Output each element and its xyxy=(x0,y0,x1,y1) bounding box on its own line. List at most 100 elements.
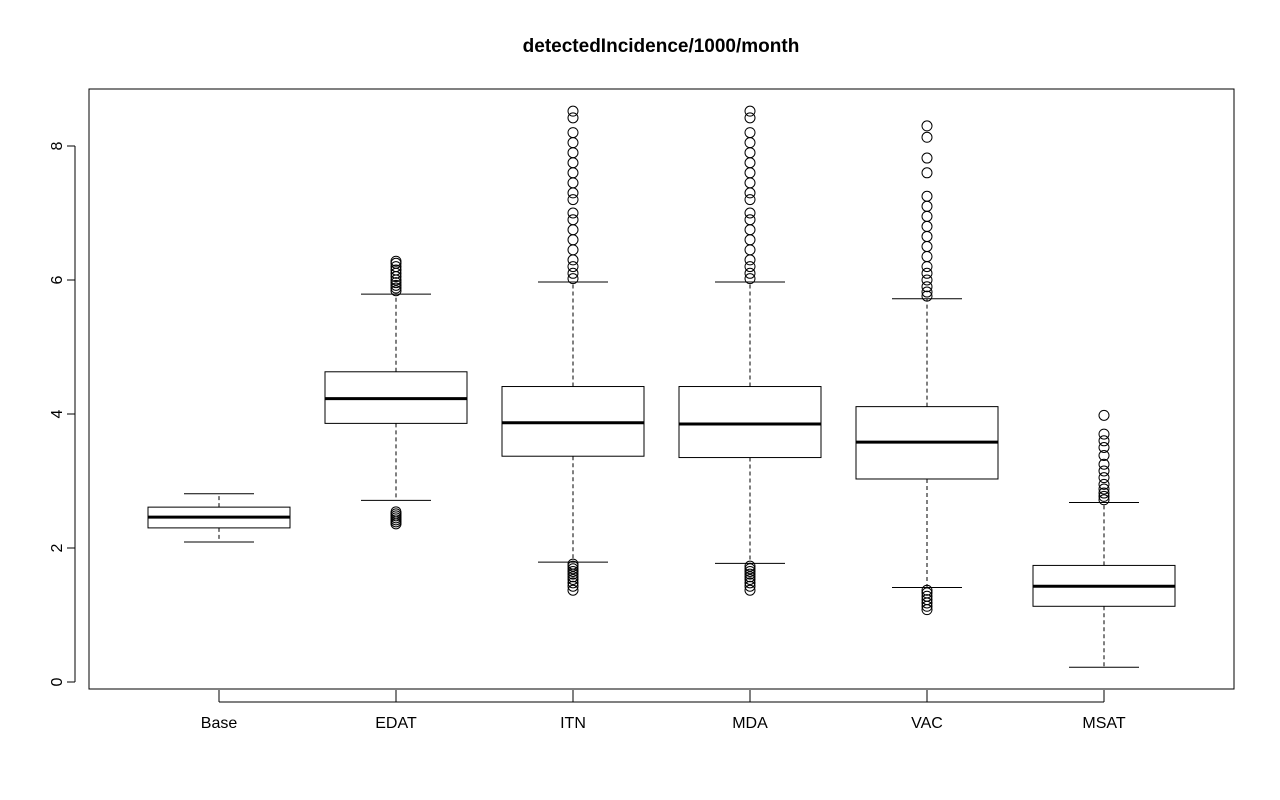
box-mda xyxy=(678,105,822,596)
outlier-point xyxy=(921,230,933,242)
outlier-point xyxy=(567,157,579,169)
outlier-point xyxy=(567,234,579,246)
outlier-point xyxy=(744,577,756,589)
outlier-point xyxy=(390,277,402,289)
outlier-point xyxy=(567,214,579,226)
outlier-point xyxy=(744,563,756,575)
box-edat xyxy=(324,255,468,530)
box-base xyxy=(147,493,291,543)
outlier-point xyxy=(567,254,579,266)
outlier-point xyxy=(567,147,579,159)
outlier-point xyxy=(567,112,579,124)
outlier-point xyxy=(744,147,756,159)
outlier-point xyxy=(744,105,756,117)
outlier-point xyxy=(1098,472,1110,484)
outlier-point xyxy=(567,167,579,179)
x-tick-label: VAC xyxy=(911,715,943,732)
outlier-point xyxy=(567,187,579,199)
plot-frame xyxy=(88,88,1235,690)
x-tick-label: Base xyxy=(201,715,238,732)
outlier-point xyxy=(567,565,579,577)
outlier-point xyxy=(921,267,933,279)
x-tick-label: MSAT xyxy=(1082,715,1125,732)
x-axis: Base EDAT ITN MDA VAC MSAT xyxy=(201,690,1126,732)
outlier-point xyxy=(921,131,933,143)
outlier-point xyxy=(921,286,933,298)
outlier-point xyxy=(567,267,579,279)
outlier-point xyxy=(567,558,579,570)
outlier-point xyxy=(567,224,579,236)
outlier-point xyxy=(567,577,579,589)
outlier-point xyxy=(1098,450,1110,462)
outlier-point xyxy=(1098,465,1110,477)
box-itn xyxy=(501,105,645,596)
outlier-point xyxy=(744,571,756,583)
outlier-point xyxy=(921,190,933,202)
y-tick-label: 2 xyxy=(49,543,66,552)
outlier-point xyxy=(1098,435,1110,447)
outlier-point xyxy=(921,587,933,599)
outlier-point xyxy=(744,234,756,246)
outlier-point xyxy=(567,580,579,592)
outlier-point xyxy=(921,167,933,179)
outlier-point xyxy=(1098,409,1110,421)
outlier-point xyxy=(744,580,756,592)
outlier-point xyxy=(744,194,756,206)
outlier-point xyxy=(567,137,579,149)
outlier-point xyxy=(390,282,402,294)
outlier-point xyxy=(744,157,756,169)
outlier-point xyxy=(921,584,933,596)
outlier-point xyxy=(744,224,756,236)
outlier-point xyxy=(744,112,756,124)
outlier-point xyxy=(921,200,933,212)
outlier-point xyxy=(921,261,933,273)
outlier-point xyxy=(744,573,756,585)
outlier-point xyxy=(567,563,579,575)
box-vac xyxy=(855,120,999,616)
outlier-point xyxy=(567,273,579,285)
iqr-box xyxy=(678,386,822,459)
outlier-point xyxy=(744,568,756,580)
y-axis: 0 2 4 6 8 xyxy=(49,141,76,686)
outlier-point xyxy=(744,565,756,577)
outlier-point xyxy=(1098,490,1110,502)
outlier-point xyxy=(744,137,756,149)
outlier-point xyxy=(921,281,933,293)
outlier-point xyxy=(390,506,402,518)
outlier-point xyxy=(390,261,402,273)
chart-title: detectedIncidence/1000/month xyxy=(523,36,800,57)
y-tick-label: 4 xyxy=(49,409,66,418)
outlier-point xyxy=(921,220,933,232)
outlier-point xyxy=(567,207,579,219)
outlier-point xyxy=(744,214,756,226)
outlier-point xyxy=(1098,458,1110,470)
outlier-point xyxy=(567,194,579,206)
y-tick-label: 6 xyxy=(49,275,66,284)
outlier-point xyxy=(744,127,756,139)
outlier-point xyxy=(390,285,402,297)
outlier-point xyxy=(744,267,756,279)
outlier-point xyxy=(921,594,933,606)
outlier-point xyxy=(921,590,933,602)
box-msat xyxy=(1032,409,1176,668)
outlier-point xyxy=(744,584,756,596)
outlier-point xyxy=(744,177,756,189)
outlier-point xyxy=(921,290,933,302)
y-tick-label: 0 xyxy=(49,677,66,686)
outlier-point xyxy=(744,187,756,199)
outlier-point xyxy=(1098,494,1110,506)
outlier-point xyxy=(1098,487,1110,499)
outlier-point xyxy=(1098,442,1110,453)
outlier-point xyxy=(390,279,402,291)
outlier-point xyxy=(567,105,579,117)
outlier-point xyxy=(744,273,756,285)
outlier-point xyxy=(921,120,933,132)
outlier-point xyxy=(1098,428,1110,440)
x-tick-label: MDA xyxy=(732,715,768,732)
boxes xyxy=(147,105,1176,668)
outlier-point xyxy=(921,241,933,252)
outlier-point xyxy=(744,207,756,219)
x-tick-label: ITN xyxy=(560,715,586,732)
outlier-point xyxy=(390,255,402,267)
